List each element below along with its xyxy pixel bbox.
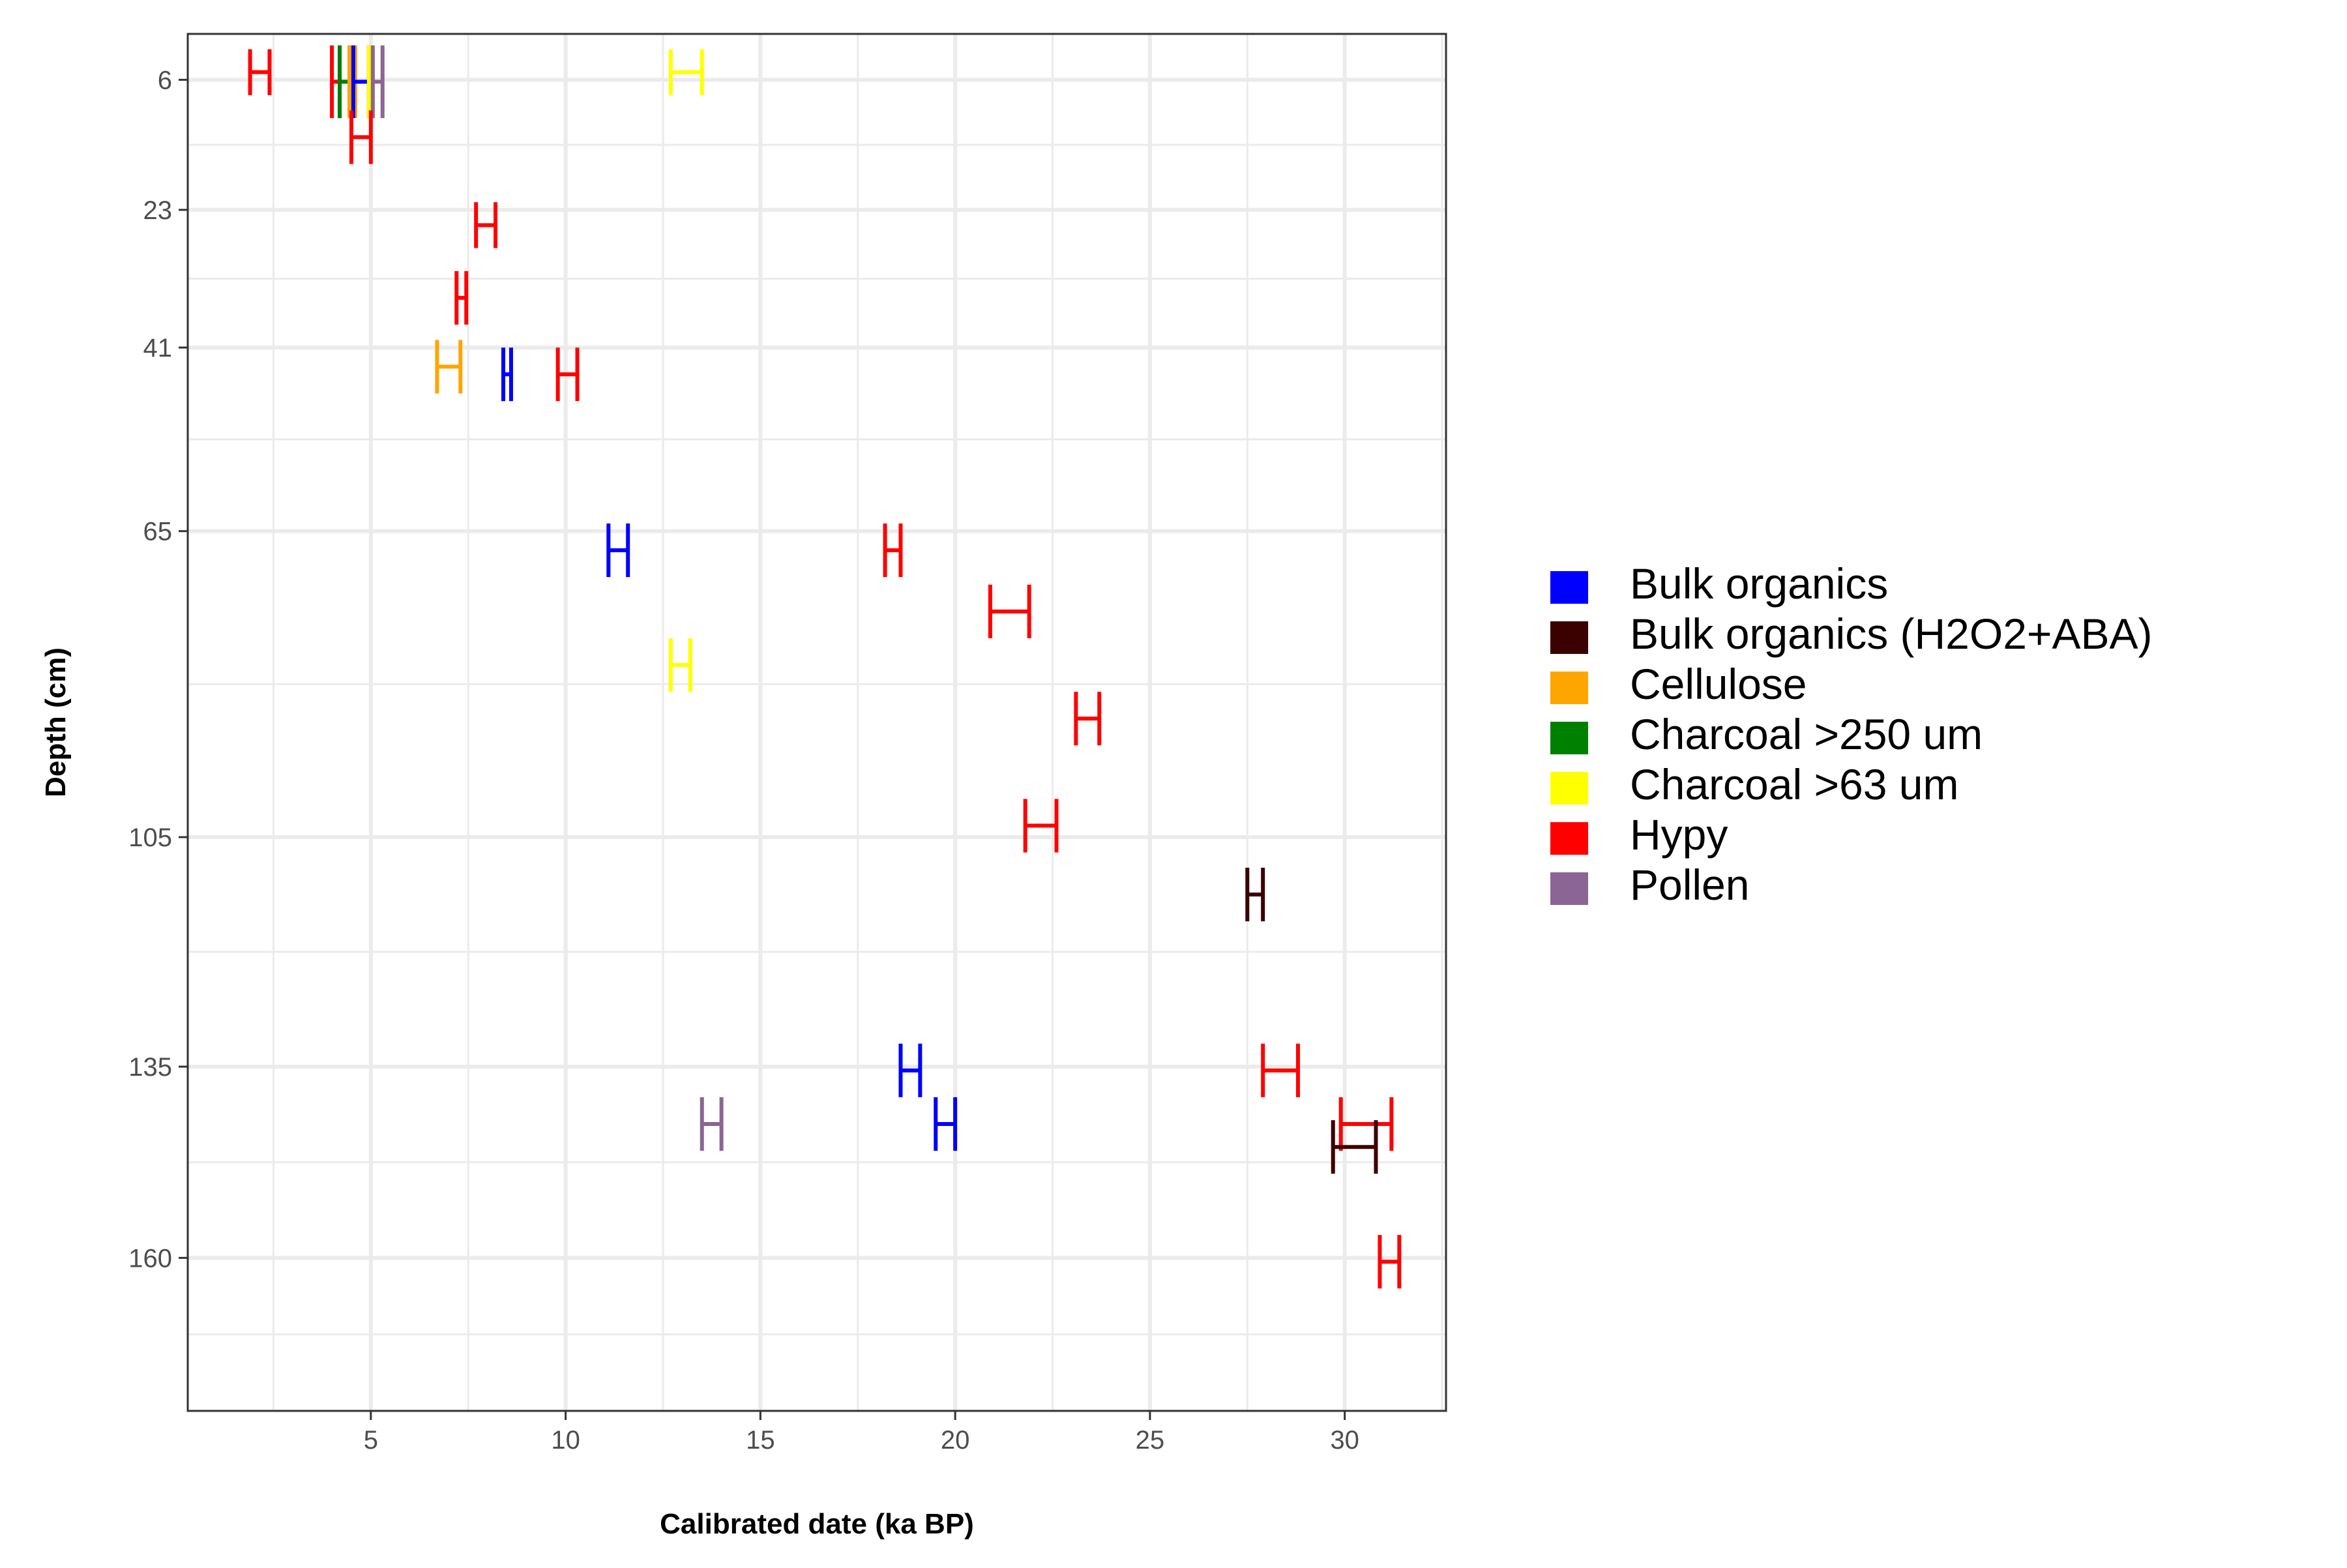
error-bar bbox=[1331, 1120, 1378, 1174]
error-bar bbox=[700, 1097, 724, 1151]
legend-item: Charcoal >250 um bbox=[1550, 710, 1983, 758]
legend-item: Bulk organics bbox=[1550, 559, 1888, 608]
legend-swatch bbox=[1550, 822, 1588, 855]
legend-swatch bbox=[1550, 872, 1588, 905]
y-tick-label: 105 bbox=[128, 823, 172, 852]
y-tick-label: 41 bbox=[143, 334, 173, 362]
error-bar bbox=[1245, 867, 1265, 922]
legend-item: Cellulose bbox=[1550, 660, 1807, 708]
legend-swatch bbox=[1550, 722, 1588, 754]
y-axis-title: Depth (cm) bbox=[40, 647, 72, 797]
error-bar bbox=[883, 523, 903, 578]
error-bar bbox=[1378, 1235, 1402, 1289]
error-bar bbox=[370, 45, 385, 119]
error-bar bbox=[606, 523, 630, 578]
error-bar bbox=[1023, 799, 1059, 853]
error-bar bbox=[1338, 1097, 1394, 1151]
legend-label: Cellulose bbox=[1630, 660, 1807, 708]
x-tick-label: 30 bbox=[1330, 1426, 1359, 1455]
error-bar bbox=[474, 202, 498, 248]
y-tick-label: 135 bbox=[128, 1053, 172, 1082]
legend-swatch bbox=[1550, 672, 1588, 704]
legend-item: Bulk organics (H2O2+ABA) bbox=[1550, 610, 2153, 658]
error-bar bbox=[501, 348, 513, 402]
grid bbox=[188, 34, 1446, 1411]
legend-label: Bulk organics bbox=[1630, 559, 1888, 608]
legend-item: Pollen bbox=[1550, 861, 1749, 909]
error-bar bbox=[898, 1043, 923, 1097]
error-bar bbox=[454, 271, 469, 325]
error-bars bbox=[248, 45, 1402, 1289]
error-bar bbox=[435, 340, 463, 394]
error-bar bbox=[1261, 1043, 1300, 1097]
legend-swatch bbox=[1550, 772, 1588, 805]
x-axis-title: Calibrated date (ka BP) bbox=[660, 1508, 974, 1540]
legend-label: Charcoal >63 um bbox=[1630, 760, 1958, 808]
legend-label: Bulk organics (H2O2+ABA) bbox=[1630, 610, 2153, 658]
x-tick-label: 15 bbox=[746, 1426, 775, 1455]
x-tick-label: 20 bbox=[941, 1426, 970, 1455]
y-tick-label: 6 bbox=[158, 66, 172, 95]
y-tick-label: 23 bbox=[143, 196, 173, 225]
legend-item: Charcoal >63 um bbox=[1550, 760, 1958, 808]
legend-label: Pollen bbox=[1630, 861, 1749, 909]
x-tick-label: 10 bbox=[551, 1426, 580, 1455]
legend-swatch bbox=[1550, 621, 1588, 654]
axes: 5 10 15 20 25 30 6 23 41 65 105 135 160 bbox=[128, 66, 1359, 1455]
legend-label: Charcoal >250 um bbox=[1630, 710, 1983, 758]
panel-border bbox=[186, 33, 1447, 1412]
x-tick-label: 25 bbox=[1136, 1426, 1165, 1455]
y-tick-label: 65 bbox=[143, 518, 173, 546]
x-tick-label: 5 bbox=[364, 1426, 378, 1455]
error-bar bbox=[988, 584, 1031, 638]
error-bar bbox=[248, 49, 272, 95]
legend-swatch bbox=[1550, 571, 1588, 604]
legend-item: Hypy bbox=[1550, 810, 1728, 859]
error-bar bbox=[349, 110, 373, 164]
error-bar bbox=[555, 348, 580, 402]
error-bar bbox=[1074, 692, 1102, 746]
error-bar bbox=[668, 49, 704, 95]
y-tick-label: 160 bbox=[128, 1244, 172, 1273]
error-bar bbox=[934, 1097, 958, 1151]
error-bar bbox=[668, 638, 692, 692]
legend-label: Hypy bbox=[1630, 810, 1728, 859]
